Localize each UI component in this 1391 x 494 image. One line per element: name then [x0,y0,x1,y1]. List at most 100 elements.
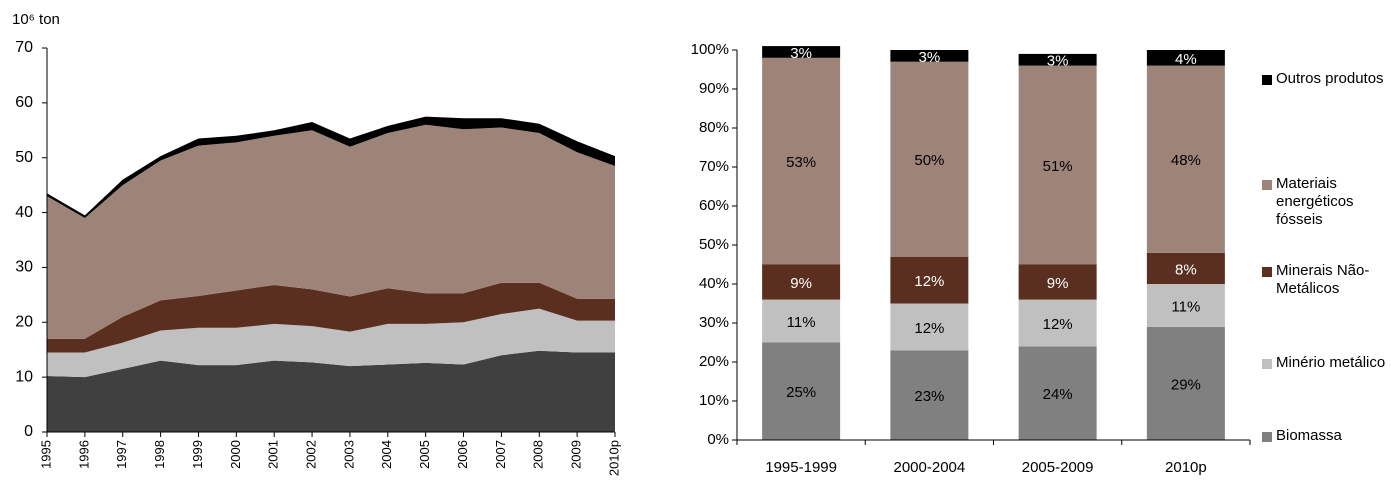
x-tick-label: 2003 [341,440,356,469]
y-tick-label: 40% [699,275,729,292]
area [47,282,615,353]
y-tick-label: 10% [699,392,729,409]
data-label: 24% [1043,386,1073,403]
x-tick-label: 2002 [304,440,319,469]
bar-segment [890,256,969,304]
legend-label: Minério metálico [1276,354,1386,371]
bar-segment [762,299,841,343]
area [47,350,615,432]
bar-segment [1018,299,1097,347]
data-label: 3% [790,45,812,62]
x-tick-label: 1996 [76,440,91,469]
x-tick-label: 2009 [569,440,584,469]
y-tick-label: 50 [15,149,33,166]
data-label: 25% [786,384,816,401]
bar-segment [1146,50,1225,66]
y-tick-label: 70% [699,158,729,175]
bar-segment [762,342,841,440]
bar-segment [890,61,969,257]
data-label: 29% [1171,376,1201,393]
data-label: 50% [914,152,944,169]
legend-item: Materiais energéticos fósseis [1276,175,1354,228]
x-tick-label: 2006 [455,440,470,469]
x-tick-label: 2007 [493,440,508,469]
bar-segment [1018,264,1097,300]
legend-label: Outros produtos [1276,70,1384,87]
area [47,116,615,219]
y-tick-label: 0% [707,431,729,448]
x-tick-label: 1997 [114,440,129,469]
legend-item: Minerais Não-Metálicos [1276,262,1370,297]
x-tick-label: 1995 [38,440,53,469]
y-tick-label: 30 [15,259,33,276]
data-label: 23% [914,388,944,405]
data-label: 48% [1171,152,1201,169]
bar-segment [1018,65,1097,265]
x-tick-label: 1999 [190,440,205,469]
data-label: 12% [914,273,944,290]
x-tick-label: 2000-2004 [894,459,966,476]
bar-segment [1146,284,1225,327]
data-label: 9% [1047,275,1069,292]
y-tick-label: 0 [24,423,33,440]
area [47,308,615,378]
data-label: 8% [1175,261,1197,278]
x-tick-label: 2004 [379,440,394,469]
bar-segment [890,303,969,351]
y-tick-label: 60 [15,94,33,111]
bar-segment [1146,65,1225,253]
data-label: 51% [1043,158,1073,175]
x-tick-label: 2005-2009 [1022,459,1094,476]
bar-segment [762,46,841,58]
y-tick-label: 20% [699,353,729,370]
legend-swatch [1262,75,1272,85]
y-tick-label: 90% [699,80,729,97]
bar-segment [762,264,841,300]
bar-segment [762,57,841,265]
bar-segment [1018,53,1097,66]
legend-label: Materiais energéticos fósseis [1276,175,1354,228]
y-tick-label: 70 [15,39,33,56]
bar-segment [1146,252,1225,284]
data-label: 3% [919,49,941,66]
x-tick-label: 1998 [152,440,167,469]
y-axis-label: 10⁶ ton [12,11,60,28]
y-tick-label: 20 [15,314,33,331]
y-tick-label: 40 [15,204,33,221]
data-label: 12% [914,320,944,337]
x-tick-label: 2010p [606,440,621,476]
legend-swatch [1262,267,1272,277]
y-tick-label: 80% [699,119,729,136]
y-tick-label: 100% [691,41,729,58]
bar-segment [1146,326,1225,440]
data-label: 11% [1171,298,1200,315]
y-tick-label: 10 [15,368,33,385]
area [47,124,615,339]
x-tick-label: 2005 [417,440,432,469]
y-tick-label: 30% [699,314,729,331]
data-label: 53% [786,154,816,171]
x-tick-label: 2008 [531,440,546,469]
data-label: 9% [790,275,812,292]
legend-item: Biomassa [1276,427,1342,444]
y-tick-label: 50% [699,236,729,253]
data-label: 4% [1175,51,1197,68]
legend-swatch [1262,432,1272,442]
legend-item: Minério metálico [1276,354,1386,371]
y-tick-label: 60% [699,197,729,214]
x-tick-label: 2001 [266,440,281,469]
x-tick-label: 2010p [1165,459,1207,476]
legend-item: Outros produtos [1276,70,1384,87]
data-label: 12% [1043,316,1073,333]
data-label: 11% [787,314,816,331]
legend-swatch [1262,359,1272,369]
bar-segment [1018,346,1097,440]
x-tick-label: 2000 [228,440,243,469]
data-label: 3% [1047,53,1069,70]
bar-segment [890,50,969,62]
x-tick-label: 1995-1999 [765,459,837,476]
legend-label: Minerais Não-Metálicos [1276,262,1370,297]
legend-swatch [1262,180,1272,190]
legend-label: Biomassa [1276,427,1342,444]
